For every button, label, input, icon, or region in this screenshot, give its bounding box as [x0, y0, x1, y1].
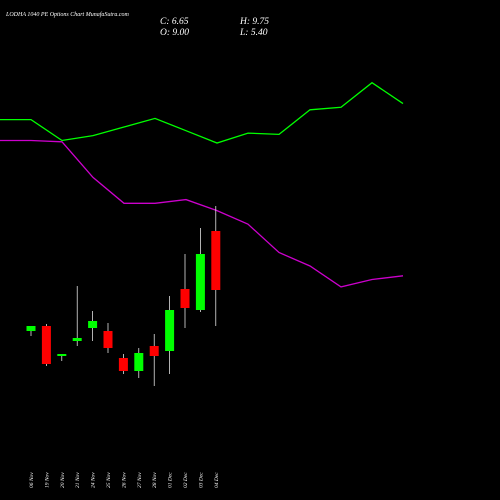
x-tick-label: 20 Nov	[60, 472, 66, 488]
low-value: L: 5.40	[240, 28, 268, 38]
candle-body	[88, 321, 98, 328]
close-value: C: 6.65	[160, 17, 189, 27]
x-tick-label: 26 Nov	[121, 472, 127, 488]
chart-title: LODHA 1040 PE Options Chart MunafaSutra.…	[6, 12, 129, 18]
x-tick-label: 02 Dec	[183, 472, 189, 488]
x-tick-label: 19 Nov	[44, 472, 50, 488]
candle-body	[149, 346, 159, 356]
x-tick-label: 04 Dec	[213, 472, 220, 488]
candlestick-group	[26, 206, 221, 386]
line-series-2	[0, 139, 404, 288]
x-tick-label: 06 Nov	[29, 472, 35, 488]
line-series-1	[0, 81, 404, 144]
candle-body	[195, 254, 205, 310]
x-tick-label: 03 Dec	[198, 472, 204, 488]
candle-body	[165, 310, 175, 351]
candle-body	[26, 326, 36, 331]
candle-body	[180, 289, 190, 308]
candle-body	[72, 338, 82, 341]
candle-body	[103, 331, 113, 348]
candle-body	[211, 231, 221, 290]
candle-body	[57, 354, 67, 356]
x-tick-label: 24 Nov	[90, 472, 97, 488]
candle-body	[134, 353, 144, 371]
candle-body	[41, 326, 51, 364]
candle-body	[118, 358, 128, 371]
line-series-group	[0, 81, 404, 288]
high-value: H: 9.75	[240, 17, 270, 27]
x-tick-label: 01 Dec	[168, 472, 174, 488]
open-value: O: 9.00	[160, 28, 190, 38]
x-tick-label: 25 Nov	[106, 472, 112, 488]
x-tick-label: 21 Nov	[75, 472, 81, 488]
x-tick-label: 27 Nov	[137, 472, 143, 488]
x-axis-labels: 06 Nov 19 Nov 20 Nov 21 Nov 24 Nov 25 Nov 26 N…	[29, 472, 220, 488]
x-tick-label: 28 Nov	[152, 472, 158, 488]
